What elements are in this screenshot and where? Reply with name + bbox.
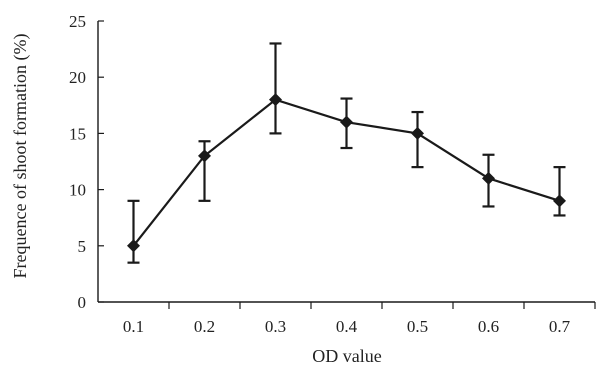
error-bar bbox=[553, 166, 566, 217]
y-ticks: 0 5 10 15 20 25 bbox=[69, 12, 104, 312]
markers bbox=[127, 93, 566, 253]
y-axis-title: Frequence of shoot formation (%) bbox=[10, 34, 31, 279]
x-tick-label: 0.2 bbox=[194, 317, 215, 336]
data-point bbox=[198, 149, 211, 163]
data-point bbox=[411, 126, 424, 140]
data-point bbox=[553, 194, 566, 208]
error-bars bbox=[127, 42, 566, 264]
x-tick-label: 0.6 bbox=[478, 317, 499, 336]
error-bar bbox=[127, 199, 140, 264]
y-tick-label: 15 bbox=[69, 124, 86, 143]
x-tick-label: 0.3 bbox=[265, 317, 286, 336]
x-tick-label: 0.4 bbox=[336, 317, 358, 336]
data-point bbox=[340, 115, 353, 129]
x-ticks: 0.1 0.2 0.3 0.4 0.5 0.6 0.7 bbox=[123, 302, 596, 336]
y-tick-label: 0 bbox=[78, 293, 87, 312]
x-tick-label: 0.1 bbox=[123, 317, 144, 336]
x-tick-label: 0.5 bbox=[407, 317, 428, 336]
data-point bbox=[482, 171, 495, 185]
y-tick-label: 25 bbox=[69, 12, 86, 31]
y-tick-label: 10 bbox=[69, 181, 86, 200]
x-axis-title: OD value bbox=[312, 346, 381, 366]
error-bar bbox=[269, 42, 282, 135]
x-tick-label: 0.7 bbox=[549, 317, 571, 336]
data-point bbox=[127, 239, 140, 253]
data-point bbox=[269, 93, 282, 107]
axes bbox=[97, 21, 595, 303]
y-tick-label: 5 bbox=[78, 237, 87, 256]
y-tick-label: 20 bbox=[69, 68, 86, 87]
